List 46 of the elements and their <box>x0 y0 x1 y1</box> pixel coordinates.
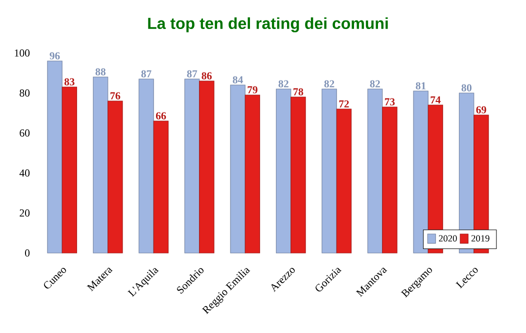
data-label: 80 <box>462 84 472 92</box>
y-tick-label: 100 <box>14 49 30 57</box>
bar <box>92 76 108 254</box>
legend-label: 2020 <box>438 235 457 242</box>
bar <box>244 94 260 254</box>
bar <box>230 84 246 254</box>
data-label: 69 <box>476 106 486 114</box>
bar <box>184 78 200 254</box>
data-label: 78 <box>293 88 304 96</box>
data-label: 74 <box>430 96 441 104</box>
y-tick-label: 0 <box>25 249 30 257</box>
data-label: 72 <box>339 100 349 108</box>
data-label: 73 <box>384 98 395 106</box>
bar <box>62 86 78 254</box>
data-label: 88 <box>96 68 106 76</box>
data-label: 84 <box>232 76 243 84</box>
bar <box>322 88 337 254</box>
data-label: 76 <box>110 92 120 100</box>
data-label: 87 <box>141 70 152 78</box>
bar <box>276 88 292 254</box>
data-label: 86 <box>202 72 212 80</box>
bar <box>367 88 383 254</box>
data-label: 87 <box>187 70 198 78</box>
bar <box>138 78 154 254</box>
bar <box>199 80 214 254</box>
data-label: 66 <box>156 112 166 120</box>
y-tick-label: 20 <box>20 209 30 217</box>
y-tick-label: 60 <box>20 129 30 137</box>
legend-label: 2019 <box>471 235 490 242</box>
data-label: 96 <box>50 52 60 60</box>
data-label: 82 <box>278 80 288 88</box>
y-tick-label: 80 <box>20 89 30 97</box>
bar <box>382 106 398 254</box>
chart-title: La top ten del rating dei comuni <box>148 17 388 32</box>
bar <box>336 108 352 254</box>
data-label: 82 <box>324 80 334 88</box>
bar <box>108 100 123 254</box>
data-label: 79 <box>248 86 258 94</box>
bar <box>153 120 169 254</box>
data-label: 81 <box>416 82 426 90</box>
data-label: 83 <box>64 78 74 86</box>
bar <box>413 90 428 254</box>
y-tick-label: 40 <box>20 169 30 177</box>
data-label: 82 <box>370 80 380 88</box>
bar <box>290 96 306 254</box>
bar <box>47 60 62 254</box>
